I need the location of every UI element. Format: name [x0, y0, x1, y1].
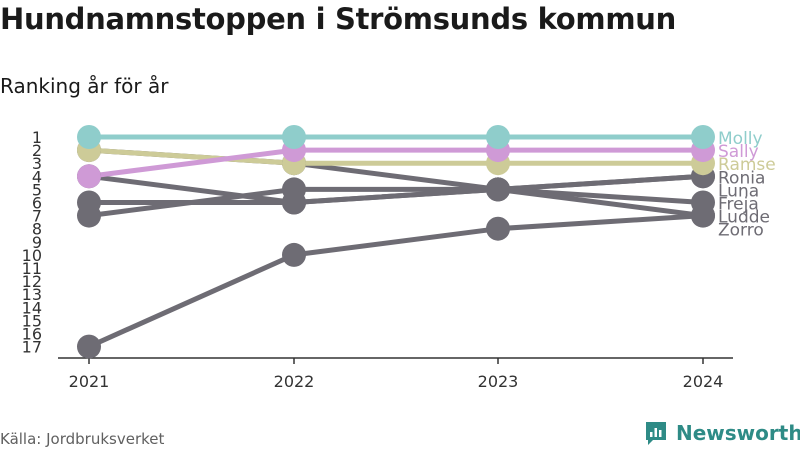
y-tick-label: 11 [22, 259, 42, 278]
y-tick-label: 12 [22, 272, 42, 291]
y-tick-label: 8 [32, 220, 42, 239]
data-point-sally [77, 164, 101, 189]
series-label-zorro: Zorro [718, 221, 764, 241]
y-tick-label: 4 [32, 167, 42, 186]
data-point-freja [691, 190, 715, 215]
newsworthy-logo: Newsworthy [644, 420, 800, 446]
x-tick-label: 2022 [274, 372, 315, 391]
y-tick-label: 6 [32, 194, 42, 213]
series-line-zorro [86, 213, 706, 350]
series-label-molly: Molly [718, 129, 763, 149]
y-tick-label: 16 [22, 325, 42, 344]
chart-title: Hundnamnstoppen i Strömsunds kommun [0, 2, 676, 36]
y-tick-label: 10 [22, 246, 42, 265]
series-line-sally [86, 147, 706, 179]
data-point-molly [282, 125, 306, 149]
series-line-ronia [86, 173, 706, 205]
x-tick-label: 2024 [683, 372, 724, 391]
series-label-sally: Sally [718, 142, 759, 162]
y-tick-label: 3 [32, 154, 42, 173]
newsworthy-icon [646, 422, 666, 445]
series-label-ramse: Ramse [718, 155, 776, 175]
data-point-ronia [486, 177, 510, 202]
data-point-molly [691, 125, 715, 149]
series-line-ramse [86, 147, 706, 166]
series-label-luna: Luna [718, 181, 759, 201]
y-tick-label: 5 [32, 180, 42, 199]
data-point-zorro [282, 242, 306, 267]
data-point-molly [486, 125, 510, 149]
series-label-ronia: Ronia [718, 168, 765, 188]
data-point-ronia [282, 190, 306, 215]
y-tick-label: 7 [32, 207, 42, 226]
source-note: Källa: Jordbruksverket [0, 430, 165, 448]
series-label-ludde: Ludde [718, 208, 770, 228]
y-tick-label: 9 [32, 233, 42, 252]
y-tick-label: 13 [22, 285, 42, 304]
chart-subtitle: Ranking år för år [0, 74, 169, 98]
y-tick-label: 14 [22, 298, 42, 317]
brand-name: Newsworthy [676, 421, 800, 445]
data-point-zorro [77, 334, 101, 359]
y-tick-label: 17 [22, 338, 42, 357]
y-tick-label: 2 [32, 141, 42, 160]
x-tick-label: 2021 [69, 372, 110, 391]
series-label-freja: Freja [718, 195, 759, 215]
x-tick-label: 2023 [478, 372, 519, 391]
data-point-ronia [77, 190, 101, 215]
y-tick-label: 1 [32, 128, 42, 147]
data-point-molly [77, 125, 101, 149]
data-point-zorro [486, 216, 510, 241]
y-tick-label: 15 [22, 311, 42, 330]
